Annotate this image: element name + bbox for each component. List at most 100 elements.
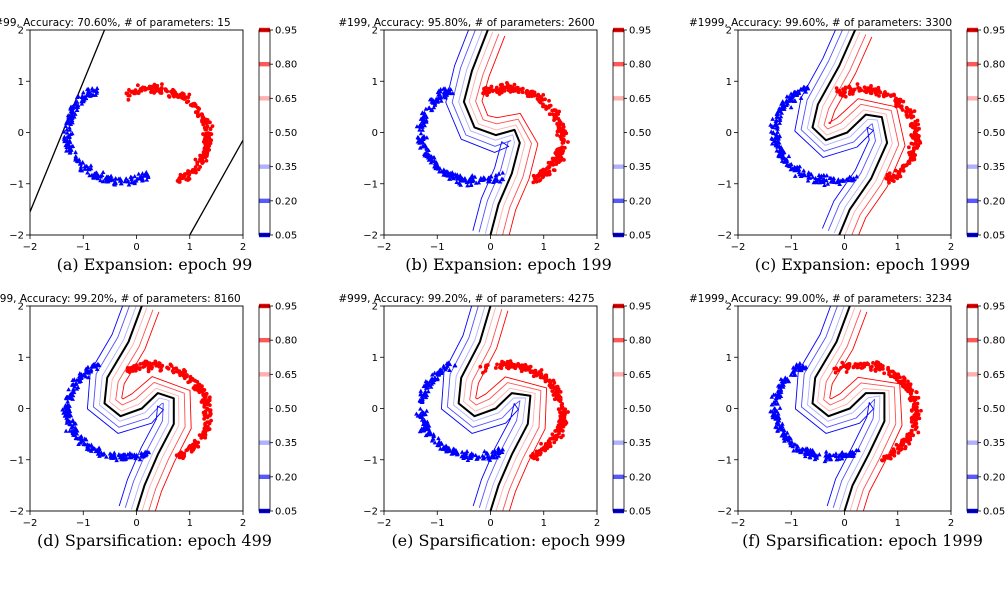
scatter-point-blue xyxy=(422,383,427,388)
scatter-point-blue xyxy=(824,178,829,183)
scatter-point-blue xyxy=(140,171,145,176)
colorbar-tick-label: 0.35 xyxy=(275,162,297,173)
scatter-point-blue xyxy=(418,392,423,397)
scatter-point-blue xyxy=(792,173,798,178)
scatter-point-red xyxy=(912,417,917,422)
contour-line xyxy=(115,309,186,511)
scatter-point-blue xyxy=(94,85,100,91)
contour-line xyxy=(469,308,542,511)
colorbar-band xyxy=(967,130,978,135)
scatter-point-blue xyxy=(447,176,453,181)
scatter-point-blue xyxy=(790,365,796,370)
scatter-point-blue xyxy=(429,97,434,102)
scatter-point-blue xyxy=(88,369,94,374)
scatter-point-blue xyxy=(431,155,437,160)
scatter-point-blue xyxy=(811,180,817,185)
scatter-point-red xyxy=(200,387,205,391)
scatter-point-blue xyxy=(784,437,790,442)
scatter-point-red xyxy=(147,86,152,90)
scatter-point-red xyxy=(508,84,513,89)
scatter-point-blue xyxy=(799,171,805,176)
scatter-point-red xyxy=(560,428,565,433)
x-tick-label: 1 xyxy=(895,518,901,529)
scatter-point-red xyxy=(915,408,920,413)
scatter-point-red xyxy=(186,169,190,173)
scatter-point-red xyxy=(834,86,839,91)
scatter-point-blue xyxy=(779,106,784,111)
scatter-point-red xyxy=(499,366,504,371)
colorbar-frame xyxy=(612,29,625,236)
scatter-point-blue xyxy=(801,168,807,173)
scatter-point-blue xyxy=(805,446,810,451)
x-tick-label: 0 xyxy=(487,518,493,529)
scatter-point-blue xyxy=(86,375,91,380)
scatter-point-red xyxy=(554,395,559,400)
scatter-point-red xyxy=(160,82,164,87)
colorbar-band xyxy=(967,198,978,204)
scatter-point-blue xyxy=(136,171,142,176)
scatter-point-blue xyxy=(430,379,435,385)
scatter-point-red xyxy=(876,88,881,93)
decision-boundary xyxy=(457,306,532,511)
scatter-point-red xyxy=(132,364,136,368)
scatter-point-red xyxy=(896,372,901,377)
scatter-point-blue xyxy=(78,164,84,169)
y-tick-label: 1 xyxy=(372,77,378,88)
scatter-point-blue xyxy=(426,157,432,162)
scatter-point-blue xyxy=(108,173,114,178)
scatter-point-blue xyxy=(82,166,88,171)
contour-line xyxy=(481,35,539,235)
scatter-point-blue xyxy=(417,145,423,150)
scatter-point-blue xyxy=(802,453,808,459)
scatter-point-red xyxy=(557,109,562,114)
scatter-point-red xyxy=(201,122,206,127)
scatter-point-red xyxy=(186,380,191,385)
scatter-point-blue xyxy=(799,446,805,451)
scatter-point-red xyxy=(149,363,153,367)
colorbar-band xyxy=(967,372,978,377)
y-tick-label: 1 xyxy=(372,353,378,364)
scatter-point-blue xyxy=(416,135,421,140)
scatter-point-blue xyxy=(61,129,67,134)
scatter-point-blue xyxy=(81,441,87,447)
scatter-point-blue xyxy=(778,389,784,394)
scatter-point-red xyxy=(918,140,923,145)
scatter-point-blue xyxy=(840,453,846,458)
scatter-point-blue xyxy=(418,406,423,411)
scatter-point-blue xyxy=(68,131,73,137)
plot-area xyxy=(768,306,923,511)
scatter-point-red xyxy=(136,91,141,95)
scatter-point-blue xyxy=(445,170,450,175)
plot-area xyxy=(768,30,923,235)
scatter-point-red xyxy=(893,168,898,173)
scatter-point-blue xyxy=(426,147,431,153)
scatter-point-blue xyxy=(797,364,803,369)
scatter-point-blue xyxy=(776,392,782,397)
scatter-point-blue xyxy=(768,122,773,127)
scatter-point-red xyxy=(484,366,489,370)
contour-line xyxy=(475,33,532,235)
scatter-point-blue xyxy=(96,445,102,450)
scatter-point-blue xyxy=(439,440,444,445)
scatter-point-blue xyxy=(87,173,92,178)
scatter-point-blue xyxy=(107,451,113,456)
scatter-point-blue xyxy=(777,405,783,410)
scatter-point-blue xyxy=(100,169,106,175)
scatter-point-blue xyxy=(426,105,431,111)
y-tick-label: −2 xyxy=(363,507,378,518)
scatter-point-blue xyxy=(119,178,124,183)
scatter-point-blue xyxy=(434,97,440,102)
scatter-point-blue xyxy=(822,182,827,188)
scatter-point-red xyxy=(551,112,555,117)
scatter-point-red xyxy=(178,371,182,376)
scatter-point-blue xyxy=(418,411,423,417)
scatter-point-blue xyxy=(132,179,138,184)
colorbar-tick-label: 0.20 xyxy=(983,196,1005,207)
scatter-point-blue xyxy=(777,120,782,125)
colorbar-frame xyxy=(258,305,271,512)
scatter-point-red xyxy=(485,93,489,97)
scatter-point-blue xyxy=(433,165,438,170)
subfigure-caption: (c) Expansion: epoch 1999 xyxy=(755,255,970,274)
scatter-point-red xyxy=(495,362,499,367)
scatter-point-blue xyxy=(436,435,441,441)
